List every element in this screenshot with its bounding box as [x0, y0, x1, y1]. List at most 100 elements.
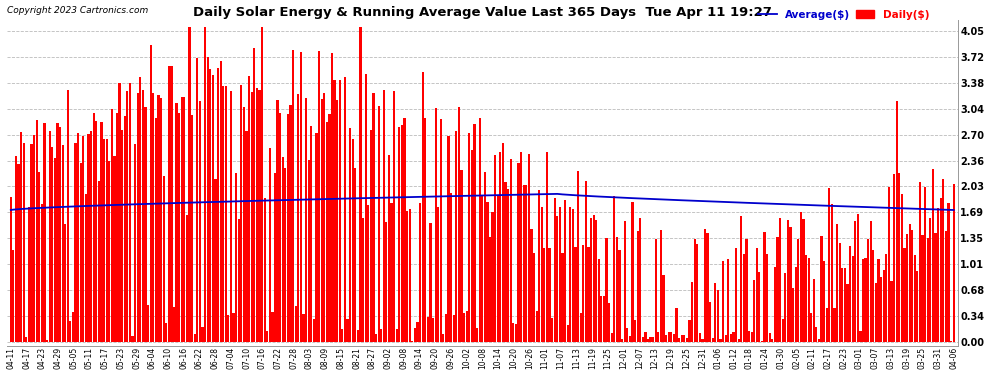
Bar: [851, 256, 853, 342]
Bar: [582, 245, 584, 342]
Bar: [64, 224, 66, 342]
Bar: [250, 92, 252, 342]
Bar: [564, 200, 566, 342]
Bar: [217, 68, 219, 342]
Bar: [87, 134, 90, 342]
Bar: [445, 314, 447, 342]
Bar: [849, 246, 851, 342]
Bar: [898, 173, 900, 342]
Bar: [235, 172, 238, 342]
Bar: [714, 282, 717, 342]
Text: Copyright 2023 Cartronics.com: Copyright 2023 Cartronics.com: [7, 6, 148, 15]
Bar: [629, 336, 631, 342]
Bar: [665, 335, 667, 342]
Bar: [813, 279, 815, 342]
Bar: [409, 209, 411, 342]
Bar: [634, 320, 637, 342]
Bar: [553, 198, 555, 342]
Bar: [766, 254, 768, 342]
Bar: [590, 218, 592, 342]
Bar: [701, 339, 704, 342]
Bar: [212, 75, 214, 342]
Bar: [46, 340, 49, 342]
Bar: [137, 93, 139, 342]
Bar: [544, 248, 545, 342]
Bar: [435, 108, 437, 342]
Bar: [313, 318, 315, 342]
Bar: [548, 248, 550, 342]
Bar: [124, 116, 126, 342]
Bar: [750, 332, 752, 342]
Bar: [877, 259, 880, 342]
Bar: [733, 332, 735, 342]
Bar: [175, 103, 177, 342]
Title: Daily Solar Energy & Running Average Value Last 365 Days  Tue Apr 11 19:27: Daily Solar Energy & Running Average Val…: [193, 6, 771, 18]
Bar: [720, 339, 722, 342]
Bar: [204, 27, 206, 342]
Bar: [836, 224, 839, 342]
Bar: [515, 324, 517, 342]
Bar: [393, 91, 395, 342]
Bar: [802, 219, 805, 342]
Bar: [297, 94, 299, 342]
Bar: [414, 328, 416, 342]
Bar: [157, 95, 159, 342]
Bar: [383, 90, 385, 342]
Bar: [302, 314, 305, 342]
Bar: [362, 219, 364, 342]
Bar: [753, 279, 755, 342]
Bar: [411, 341, 414, 342]
Bar: [741, 216, 742, 342]
Bar: [305, 98, 307, 342]
Bar: [595, 220, 597, 342]
Bar: [194, 334, 196, 342]
Bar: [952, 184, 954, 342]
Bar: [694, 238, 696, 342]
Bar: [253, 48, 255, 342]
Bar: [455, 131, 457, 342]
Bar: [111, 109, 113, 342]
Bar: [843, 268, 846, 342]
Bar: [859, 331, 861, 342]
Bar: [747, 330, 750, 342]
Bar: [39, 172, 41, 342]
Bar: [657, 332, 659, 342]
Bar: [450, 193, 452, 342]
Bar: [132, 336, 134, 342]
Bar: [484, 172, 486, 342]
Bar: [846, 284, 848, 342]
Bar: [108, 161, 110, 342]
Bar: [854, 222, 856, 342]
Bar: [438, 207, 440, 342]
Bar: [896, 101, 898, 342]
Bar: [864, 258, 866, 342]
Bar: [646, 339, 649, 342]
Bar: [106, 139, 108, 342]
Bar: [238, 219, 240, 342]
Bar: [893, 174, 895, 342]
Bar: [199, 101, 201, 342]
Bar: [738, 339, 740, 342]
Bar: [74, 143, 76, 342]
Bar: [354, 168, 356, 342]
Bar: [606, 238, 608, 342]
Bar: [577, 171, 579, 342]
Bar: [243, 107, 246, 342]
Bar: [942, 179, 944, 342]
Bar: [683, 335, 685, 342]
Bar: [300, 52, 302, 342]
Bar: [443, 334, 445, 342]
Bar: [691, 282, 693, 342]
Bar: [417, 322, 419, 342]
Bar: [468, 133, 470, 342]
Bar: [183, 97, 185, 342]
Bar: [541, 207, 543, 342]
Bar: [781, 318, 784, 342]
Bar: [403, 118, 406, 342]
Bar: [906, 234, 908, 342]
Bar: [673, 334, 675, 342]
Bar: [51, 147, 53, 342]
Bar: [10, 197, 12, 342]
Bar: [642, 338, 644, 342]
Bar: [271, 312, 273, 342]
